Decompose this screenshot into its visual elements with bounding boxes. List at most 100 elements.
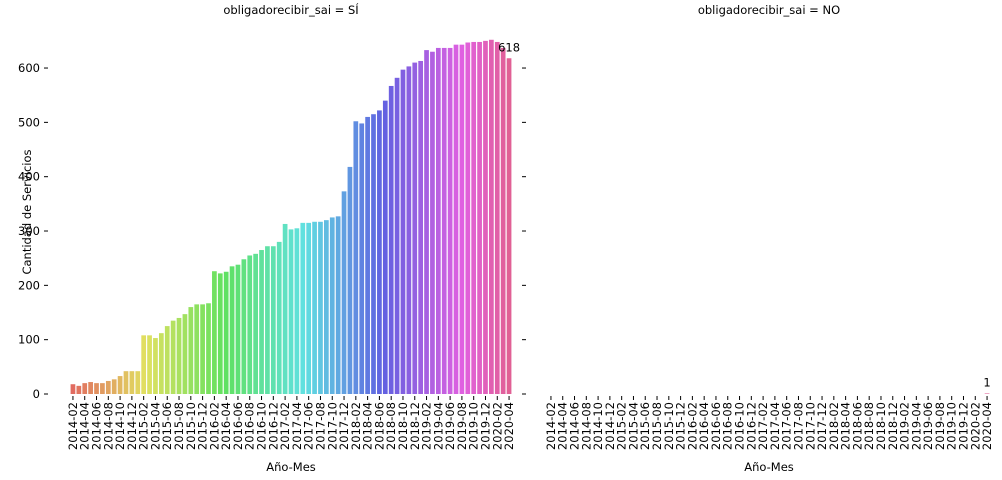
bar <box>135 371 141 394</box>
bar <box>506 58 512 395</box>
bar <box>435 47 441 395</box>
data-label: 1 <box>983 375 990 389</box>
x-tick-label: 2015-06 <box>638 402 652 450</box>
bar <box>100 383 105 394</box>
bar <box>241 259 247 394</box>
bar <box>94 383 99 394</box>
bar <box>141 335 147 394</box>
x-tick-label: 2016-02 <box>685 402 699 450</box>
bar <box>194 304 200 394</box>
bar <box>129 371 135 394</box>
x-tick-label: 2015-04 <box>626 402 640 450</box>
y-tick-label: 100 <box>18 333 40 347</box>
bar <box>471 41 477 394</box>
x-tick-label: 2018-08 <box>862 402 876 450</box>
bar <box>494 41 500 394</box>
bar <box>123 371 129 394</box>
x-tick-label: 2017-10 <box>325 402 339 450</box>
x-tick-label: 2018-10 <box>396 402 410 450</box>
bar <box>276 241 282 394</box>
x-tick-label: 2017-02 <box>278 402 292 450</box>
x-tick-label: 2019-12 <box>478 402 492 450</box>
bar <box>164 326 170 394</box>
x-tick-label: 2015-06 <box>160 402 174 450</box>
bar <box>394 77 400 394</box>
bar <box>459 44 465 395</box>
bar <box>158 333 164 394</box>
bar <box>447 47 453 395</box>
x-tick-label: 2014-10 <box>113 402 127 450</box>
bar <box>412 62 418 394</box>
x-tick-label: 2014-02 <box>544 402 558 450</box>
x-tick-label: 2017-04 <box>768 402 782 450</box>
bar <box>424 50 429 394</box>
x-tick-label: 2017-12 <box>815 402 829 450</box>
x-tick-label: 2016-10 <box>255 402 269 450</box>
bar <box>200 304 205 394</box>
x-tick-label: 2015-10 <box>662 402 676 450</box>
x-tick-label: 2015-02 <box>615 402 629 450</box>
bar <box>465 42 471 395</box>
x-tick-label: 2014-04 <box>556 402 570 450</box>
x-tick-label: 2016-04 <box>219 402 233 450</box>
bar <box>477 41 482 394</box>
y-tick-label: 600 <box>18 61 40 75</box>
bar <box>105 380 111 394</box>
x-tick-label: 2017-06 <box>780 402 794 450</box>
bar <box>153 338 158 394</box>
bar <box>111 379 117 394</box>
bar <box>341 191 347 394</box>
x-tick-label: 2020-04 <box>502 402 516 450</box>
bar <box>353 121 359 395</box>
x-tick-label: 2015-10 <box>184 402 198 450</box>
bar <box>335 216 341 394</box>
x-tick-label: 2017-04 <box>290 402 304 450</box>
bar <box>318 221 323 394</box>
x-tick-label: 2017-12 <box>337 402 351 450</box>
x-tick-label: 2014-02 <box>66 402 80 450</box>
x-tick-label: 2014-06 <box>568 402 582 450</box>
bar <box>217 273 223 394</box>
x-tick-label: 2019-10 <box>945 402 959 450</box>
x-tick-label: 2016-06 <box>709 402 723 450</box>
x-tick-label: 2017-10 <box>803 402 817 450</box>
bar <box>82 383 88 394</box>
bar <box>253 253 258 394</box>
bar <box>984 393 990 394</box>
bar <box>288 229 294 394</box>
bar <box>312 221 317 394</box>
bar <box>500 47 506 395</box>
x-tick-label: 2018-06 <box>372 402 386 450</box>
x-tick-label: 2015-08 <box>650 402 664 450</box>
bar <box>489 39 494 394</box>
x-tick-label: 2018-10 <box>874 402 888 450</box>
bar <box>377 110 382 394</box>
x-tick-label: 2014-12 <box>125 402 139 450</box>
bar <box>347 166 353 394</box>
bar <box>265 246 270 394</box>
bar <box>235 264 241 394</box>
bar <box>70 384 76 394</box>
bar <box>88 382 93 394</box>
x-tick-label: 2016-02 <box>207 402 221 450</box>
data-label: 618 <box>498 40 520 54</box>
x-tick-label: 2016-12 <box>266 402 280 450</box>
bar <box>223 271 229 394</box>
bar <box>170 320 176 394</box>
bar <box>400 69 406 394</box>
bar <box>329 217 335 394</box>
bar <box>418 60 424 394</box>
bar <box>382 100 388 395</box>
y-tick-label: 200 <box>18 278 40 292</box>
bar <box>247 255 253 394</box>
bar <box>212 271 217 394</box>
bar <box>441 47 447 395</box>
x-tick-label: 2019-04 <box>431 402 445 450</box>
bar <box>147 335 152 394</box>
x-axis-label: Año-Mes <box>266 460 316 474</box>
bar <box>176 317 182 394</box>
x-tick-label: 2019-08 <box>933 402 947 450</box>
y-tick-label: 300 <box>18 224 40 238</box>
x-tick-label: 2016-04 <box>697 402 711 450</box>
bar <box>324 220 329 394</box>
